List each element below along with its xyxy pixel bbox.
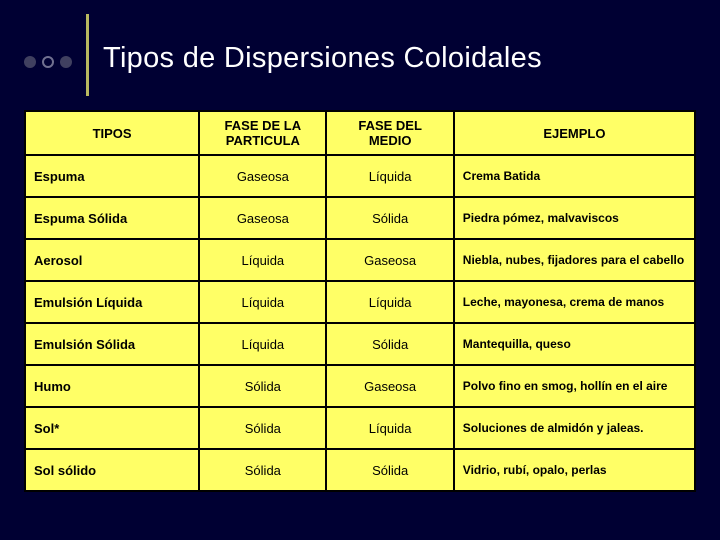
table-row: Sol sólido Sólida Sólida Vidrio, rubí, o… (25, 449, 695, 491)
cell-fase-particula: Gaseosa (199, 155, 326, 197)
cell-tipo: Emulsión Líquida (25, 281, 199, 323)
cell-ejemplo: Polvo fino en smog, hollín en el aire (454, 365, 695, 407)
slide-title: Tipos de Dispersiones Coloidales (103, 42, 542, 75)
cell-ejemplo: Vidrio, rubí, opalo, perlas (454, 449, 695, 491)
bullet-icon (42, 56, 54, 68)
cell-fase-particula: Gaseosa (199, 197, 326, 239)
table-row: Espuma Gaseosa Líquida Crema Batida (25, 155, 695, 197)
cell-fase-medio: Sólida (326, 197, 453, 239)
colloid-table: TIPOS FASE DE LA PARTICULA FASE DEL MEDI… (24, 110, 696, 492)
cell-ejemplo: Soluciones de almidón y jaleas. (454, 407, 695, 449)
table-row: Espuma Sólida Gaseosa Sólida Piedra póme… (25, 197, 695, 239)
cell-tipo: Espuma (25, 155, 199, 197)
cell-fase-medio: Líquida (326, 281, 453, 323)
col-header-fase-particula: FASE DE LA PARTICULA (199, 111, 326, 155)
cell-fase-medio: Gaseosa (326, 365, 453, 407)
cell-ejemplo: Leche, mayonesa, crema de manos (454, 281, 695, 323)
bullet-icon (24, 56, 36, 68)
cell-tipo: Humo (25, 365, 199, 407)
cell-tipo: Emulsión Sólida (25, 323, 199, 365)
table-row: Humo Sólida Gaseosa Polvo fino en smog, … (25, 365, 695, 407)
cell-fase-particula: Líquida (199, 323, 326, 365)
cell-ejemplo: Piedra pómez, malvaviscos (454, 197, 695, 239)
table-row: Sol* Sólida Líquida Soluciones de almidó… (25, 407, 695, 449)
slide-header: Tipos de Dispersiones Coloidales (0, 0, 720, 114)
table-row: Emulsión Líquida Líquida Líquida Leche, … (25, 281, 695, 323)
cell-ejemplo: Niebla, nubes, fijadores para el cabello (454, 239, 695, 281)
cell-fase-medio: Sólida (326, 449, 453, 491)
cell-fase-medio: Sólida (326, 323, 453, 365)
table-header-row: TIPOS FASE DE LA PARTICULA FASE DEL MEDI… (25, 111, 695, 155)
cell-fase-particula: Sólida (199, 449, 326, 491)
vertical-divider (86, 14, 89, 96)
cell-fase-particula: Sólida (199, 407, 326, 449)
cell-ejemplo: Crema Batida (454, 155, 695, 197)
cell-fase-medio: Gaseosa (326, 239, 453, 281)
cell-fase-particula: Sólida (199, 365, 326, 407)
col-header-ejemplo: EJEMPLO (454, 111, 695, 155)
cell-tipo: Espuma Sólida (25, 197, 199, 239)
col-header-fase-medio: FASE DEL MEDIO (326, 111, 453, 155)
cell-tipo: Sol sólido (25, 449, 199, 491)
cell-tipo: Aerosol (25, 239, 199, 281)
cell-fase-medio: Líquida (326, 155, 453, 197)
cell-fase-medio: Líquida (326, 407, 453, 449)
table-row: Aerosol Líquida Gaseosa Niebla, nubes, f… (25, 239, 695, 281)
table-container: TIPOS FASE DE LA PARTICULA FASE DEL MEDI… (0, 110, 720, 492)
col-header-tipos: TIPOS (25, 111, 199, 155)
bullet-decor (24, 56, 72, 68)
table-row: Emulsión Sólida Líquida Sólida Mantequil… (25, 323, 695, 365)
cell-ejemplo: Mantequilla, queso (454, 323, 695, 365)
cell-tipo: Sol* (25, 407, 199, 449)
bullet-icon (60, 56, 72, 68)
cell-fase-particula: Líquida (199, 281, 326, 323)
cell-fase-particula: Líquida (199, 239, 326, 281)
